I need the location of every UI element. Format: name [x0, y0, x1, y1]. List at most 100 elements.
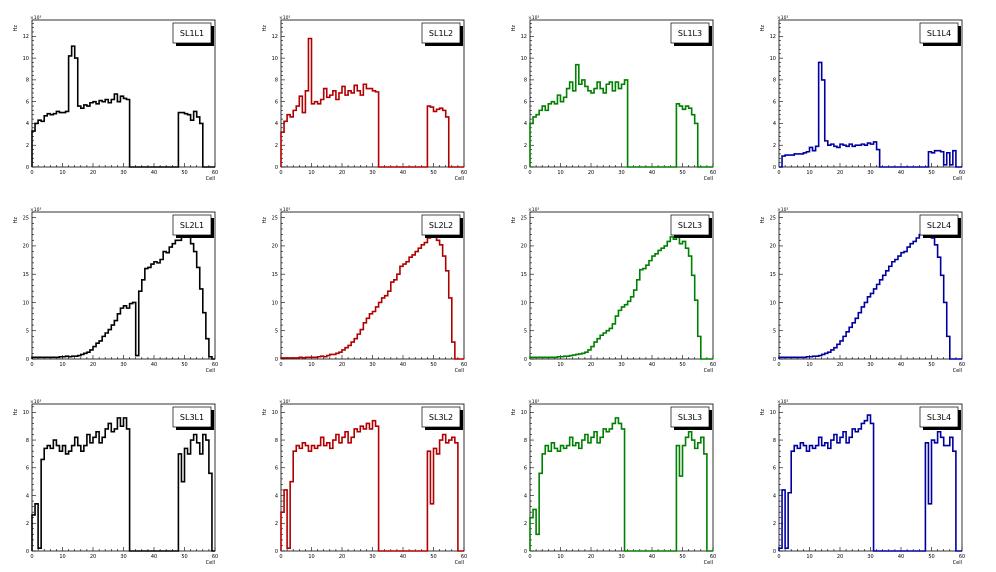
- x-tick-label: 40: [400, 362, 406, 368]
- x-axis-title: Cell: [953, 368, 962, 374]
- title-box: [670, 406, 710, 428]
- y-scale-factor: ×10³: [30, 15, 41, 21]
- x-tick-label: 50: [928, 362, 934, 368]
- y-tick-label: 25: [770, 215, 776, 221]
- x-axis-title: Cell: [455, 176, 464, 182]
- y-tick-label: 8: [773, 438, 776, 444]
- x-tick-label: 20: [90, 362, 96, 368]
- x-tick-label: 30: [120, 554, 126, 560]
- y-tick-label: 4: [524, 121, 527, 127]
- y-tick-label: 4: [773, 121, 776, 127]
- histogram-title: SL2L1: [180, 221, 204, 230]
- x-tick-label: 20: [90, 554, 96, 560]
- y-tick-label: 0: [275, 357, 278, 363]
- y-tick-label: 15: [521, 272, 527, 278]
- y-tick-label: 4: [275, 493, 278, 499]
- histogram-title: SL1L3: [678, 29, 702, 38]
- x-tick-label: 60: [461, 554, 467, 560]
- y-scale-factor: ×10³: [777, 399, 788, 405]
- x-tick-label: 10: [59, 170, 65, 176]
- y-scale-factor: ×10³: [279, 207, 290, 213]
- x-tick-label: 20: [90, 170, 96, 176]
- histogram-series: [779, 61, 962, 168]
- x-tick-label: 0: [528, 362, 531, 368]
- x-tick-label: 50: [430, 170, 436, 176]
- y-tick-label: 6: [275, 466, 278, 472]
- x-tick-label: 60: [212, 554, 218, 560]
- y-tick-label: 2: [275, 143, 278, 149]
- y-axis-title: Hz: [760, 25, 766, 32]
- chart-sl2l4: 0 10 20 30 40 50 60 0 5 10 15 20 25 Cell Hz ×10³ SL2L4: [760, 207, 965, 374]
- y-tick-label: 0: [524, 549, 527, 555]
- x-tick-label: 30: [369, 362, 375, 368]
- y-tick-label: 10: [272, 56, 278, 62]
- y-tick-label: 8: [26, 438, 29, 444]
- x-tick-label: 50: [181, 362, 187, 368]
- x-tick-label: 30: [867, 170, 873, 176]
- chart-sl3l2: 0 10 20 30 40 50 60 0 2 4 6 8 10 Cell Hz ×10³ SL3L2: [262, 399, 467, 566]
- x-tick-label: 0: [528, 554, 531, 560]
- x-tick-label: 0: [777, 554, 780, 560]
- x-tick-label: 60: [710, 170, 716, 176]
- y-tick-label: 15: [23, 272, 29, 278]
- x-tick-label: 40: [649, 170, 655, 176]
- x-tick-label: 50: [928, 170, 934, 176]
- x-tick-label: 60: [959, 554, 965, 560]
- y-tick-label: 20: [272, 244, 278, 250]
- y-tick-label: 0: [26, 165, 29, 171]
- x-tick-label: 10: [59, 554, 65, 560]
- y-tick-label: 10: [770, 300, 776, 306]
- title-box: [172, 406, 212, 428]
- histogram-title: SL2L4: [927, 221, 951, 230]
- histogram-title: SL1L1: [180, 29, 204, 38]
- x-tick-label: 40: [151, 170, 157, 176]
- histogram-series: [529, 63, 713, 168]
- title-box: [919, 22, 959, 44]
- x-axis-title: Cell: [455, 368, 464, 374]
- x-tick-label: 20: [339, 554, 345, 560]
- x-tick-label: 50: [430, 362, 436, 368]
- chart-sl1l2: 0 10 20 30 40 50 60 0 2 4 6 8 10 12 Cell Hz ×10³ SL1L2: [262, 15, 467, 182]
- y-tick-label: 6: [524, 99, 527, 105]
- x-axis-title: Cell: [704, 560, 713, 566]
- x-tick-label: 0: [777, 170, 780, 176]
- x-tick-label: 30: [867, 554, 873, 560]
- y-tick-label: 0: [773, 549, 776, 555]
- histogram-series: [529, 417, 713, 552]
- title-box: [421, 22, 461, 44]
- histogram-series: [778, 414, 962, 552]
- x-tick-label: 50: [679, 170, 685, 176]
- x-tick-label: 40: [400, 554, 406, 560]
- y-tick-label: 2: [26, 143, 29, 149]
- y-tick-label: 2: [524, 521, 527, 527]
- y-tick-label: 10: [23, 56, 29, 62]
- title-box: [670, 214, 710, 236]
- chart-sl2l2: 0 10 20 30 40 50 60 0 5 10 15 20 25 Cell Hz ×10³ SL2L2: [262, 207, 467, 374]
- histogram-series: [280, 37, 464, 168]
- y-scale-factor: ×10³: [30, 399, 41, 405]
- histogram-title: SL2L2: [429, 221, 453, 230]
- x-tick-label: 0: [279, 170, 282, 176]
- y-axis-title: Hz: [262, 217, 268, 224]
- histogram-series: [529, 236, 713, 360]
- histogram-title: SL3L2: [429, 413, 453, 422]
- y-axis-title: Hz: [13, 25, 19, 32]
- title-box: [421, 214, 461, 236]
- y-axis-title: Hz: [511, 409, 517, 416]
- chart-sl3l4: 0 10 20 30 40 50 60 0 2 4 6 8 10 Cell Hz ×10³ SL3L4: [760, 399, 965, 566]
- y-tick-label: 10: [23, 410, 29, 416]
- y-scale-factor: ×10³: [777, 15, 788, 21]
- x-tick-label: 0: [279, 362, 282, 368]
- x-tick-label: 30: [369, 170, 375, 176]
- x-tick-label: 0: [30, 170, 33, 176]
- y-tick-label: 0: [275, 549, 278, 555]
- x-tick-label: 30: [618, 170, 624, 176]
- y-tick-label: 4: [275, 121, 278, 127]
- y-scale-factor: ×10³: [528, 399, 539, 405]
- x-tick-label: 0: [30, 362, 33, 368]
- title-box: [172, 214, 212, 236]
- x-tick-label: 10: [557, 554, 563, 560]
- y-tick-label: 25: [521, 215, 527, 221]
- y-tick-label: 10: [521, 56, 527, 62]
